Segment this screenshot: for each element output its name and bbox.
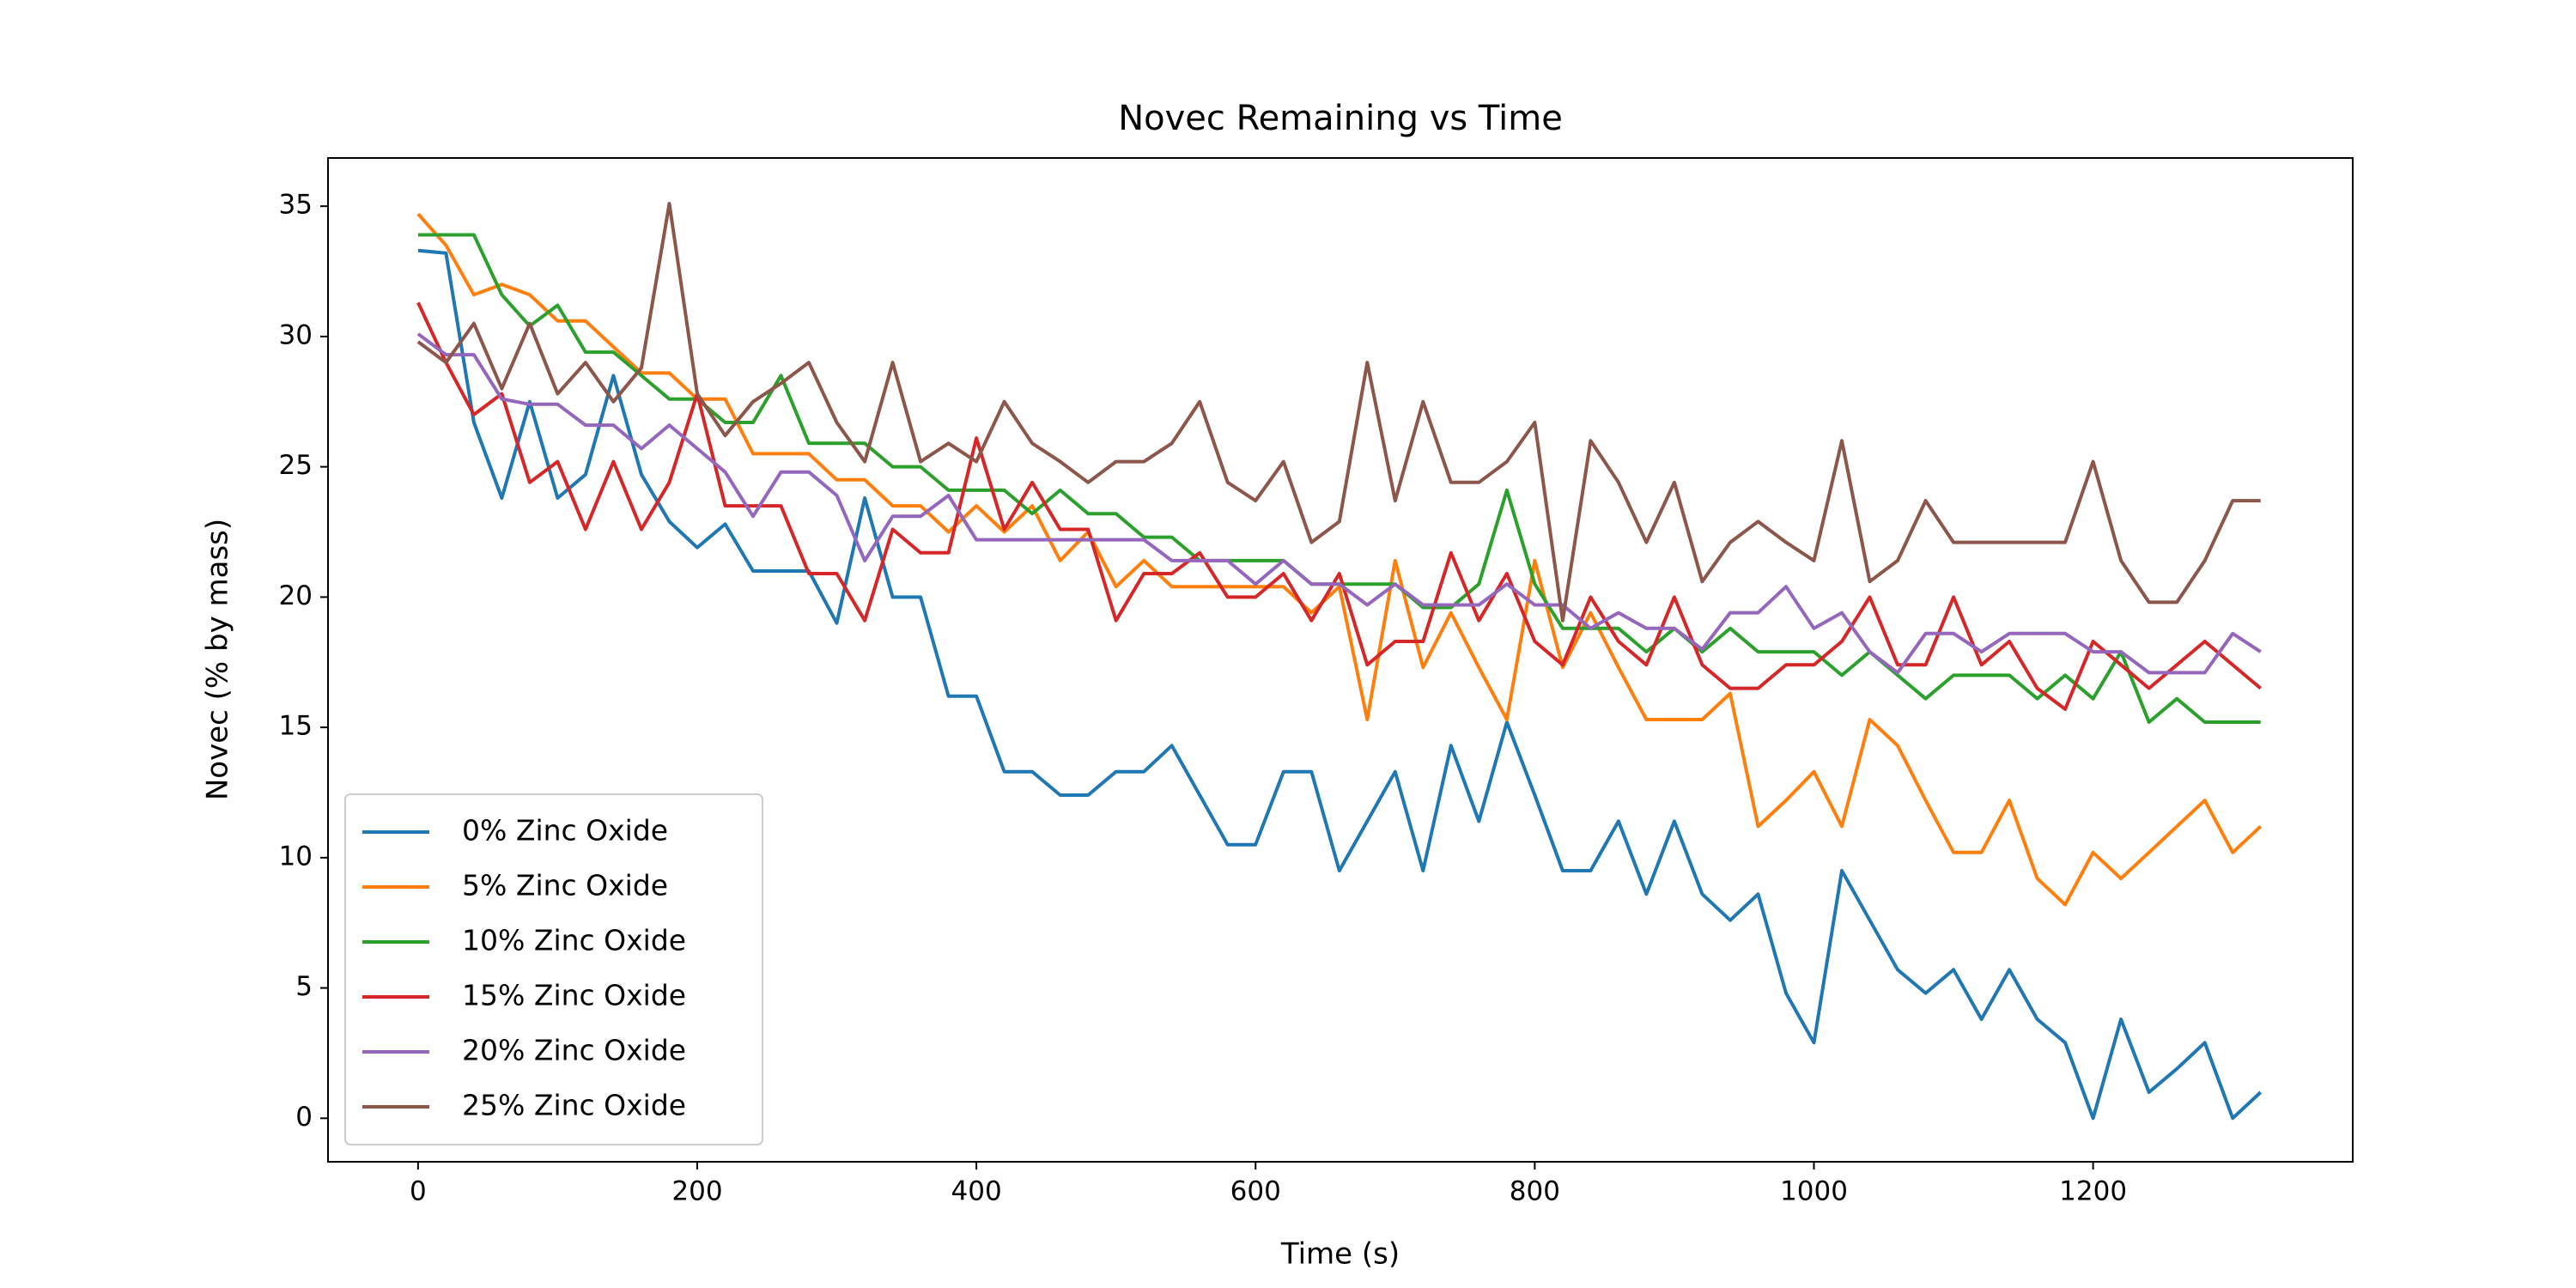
y-tick-label: 25 xyxy=(279,450,313,481)
x-tick-label: 800 xyxy=(1510,1176,1560,1207)
y-tick-label: 10 xyxy=(279,841,313,872)
y-tick-label: 30 xyxy=(279,319,313,350)
x-axis-label: Time (s) xyxy=(1280,1237,1400,1272)
x-tick-label: 1200 xyxy=(2059,1176,2127,1207)
legend-label: 15% Zinc Oxide xyxy=(462,979,686,1012)
legend-box xyxy=(344,793,763,1145)
x-tick-label: 600 xyxy=(1230,1176,1281,1207)
series-line xyxy=(416,202,2261,623)
x-tick-label: 1000 xyxy=(1780,1176,1848,1207)
y-tick-label: 35 xyxy=(279,190,313,221)
legend-label: 5% Zinc Oxide xyxy=(462,869,668,902)
y-tick-label: 15 xyxy=(279,711,313,742)
chart-title: Novec Remaining vs Time xyxy=(1118,99,1563,138)
legend-label: 25% Zinc Oxide xyxy=(462,1089,686,1122)
series-line xyxy=(416,332,2262,675)
series-line xyxy=(416,301,2262,711)
legend-label: 20% Zinc Oxide xyxy=(462,1034,686,1067)
plot-frame xyxy=(327,157,2354,1163)
y-axis-label: Novec (% by mass) xyxy=(201,519,235,800)
legend-label: 10% Zinc Oxide xyxy=(462,924,686,957)
x-tick-label: 0 xyxy=(410,1176,427,1207)
y-tick-label: 20 xyxy=(279,580,313,611)
y-tick-label: 5 xyxy=(295,971,313,1002)
legend-label: 0% Zinc Oxide xyxy=(462,814,668,848)
y-tick-label: 0 xyxy=(295,1102,313,1133)
series-line xyxy=(416,212,2263,907)
x-tick-label: 200 xyxy=(671,1176,722,1207)
series-line xyxy=(417,248,2263,1121)
x-tick-label: 400 xyxy=(951,1176,1002,1207)
